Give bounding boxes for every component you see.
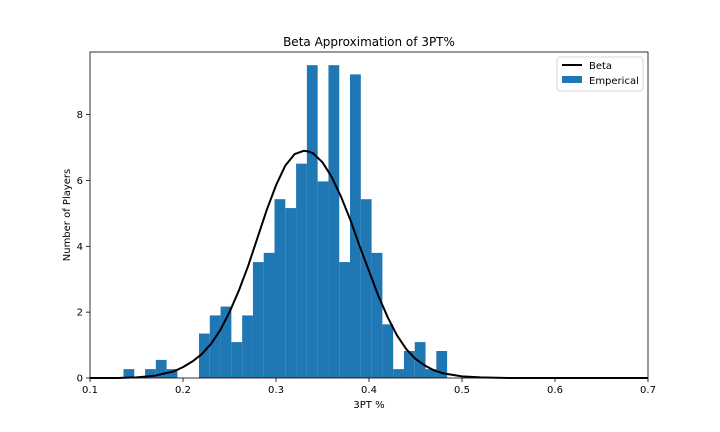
x-axis-label: 3PT % xyxy=(353,400,384,411)
y-tick-label: 0 xyxy=(77,374,83,385)
histogram-bar xyxy=(274,199,286,378)
x-tick-label: 0.7 xyxy=(640,385,656,396)
histogram-bar xyxy=(209,315,221,378)
y-tick-label: 6 xyxy=(77,176,83,187)
x-axis-ticks: 0.1 0.2 0.3 0.4 0.5 0.6 0.7 xyxy=(82,378,656,396)
y-tick-label: 2 xyxy=(77,308,83,319)
y-axis-ticks: 0 2 4 6 8 xyxy=(77,110,90,385)
histogram-bar xyxy=(350,74,361,379)
x-tick-label: 0.2 xyxy=(175,385,191,396)
histogram-bar xyxy=(123,369,135,378)
histogram-bars xyxy=(123,65,448,379)
legend-emperical-label: Emperical xyxy=(589,76,639,87)
histogram-bar xyxy=(382,324,394,378)
histogram-bar xyxy=(220,306,232,378)
histogram-bar xyxy=(296,163,307,378)
legend: Beta Emperical xyxy=(556,56,644,92)
histogram-bar xyxy=(252,262,264,378)
chart-title: Beta Approximation of 3PT% xyxy=(283,35,455,49)
beta-curve-line xyxy=(90,149,648,379)
histogram-bar xyxy=(306,65,318,378)
histogram-bar xyxy=(242,315,253,378)
histogram-bar xyxy=(285,208,297,378)
x-tick-label: 0.3 xyxy=(268,385,284,396)
legend-beta-label: Beta xyxy=(589,61,612,72)
histogram-bar xyxy=(403,350,415,378)
x-tick-label: 0.5 xyxy=(454,385,470,396)
histogram-bar xyxy=(339,262,351,378)
histogram-bar xyxy=(393,369,404,378)
histogram-bar xyxy=(145,369,156,378)
y-axis-label: Number of Players xyxy=(62,169,73,262)
histogram-bar xyxy=(263,252,275,378)
legend-emperical-swatch xyxy=(562,76,582,83)
histogram-bar xyxy=(155,359,167,378)
histogram-bar xyxy=(166,369,178,378)
histogram-bar xyxy=(231,342,243,378)
histogram-bar xyxy=(371,252,383,378)
y-tick-label: 8 xyxy=(77,110,83,121)
histogram-bar xyxy=(198,333,210,378)
histogram-bar xyxy=(425,369,437,378)
histogram-bar xyxy=(328,65,340,378)
x-tick-label: 0.4 xyxy=(361,385,377,396)
histogram-bar xyxy=(436,350,448,378)
histogram-bar xyxy=(317,181,329,378)
x-tick-label: 0.1 xyxy=(82,385,98,396)
histogram-bar xyxy=(360,199,372,378)
histogram-bar xyxy=(414,342,426,378)
x-tick-label: 0.6 xyxy=(547,385,563,396)
y-tick-label: 4 xyxy=(77,242,83,253)
